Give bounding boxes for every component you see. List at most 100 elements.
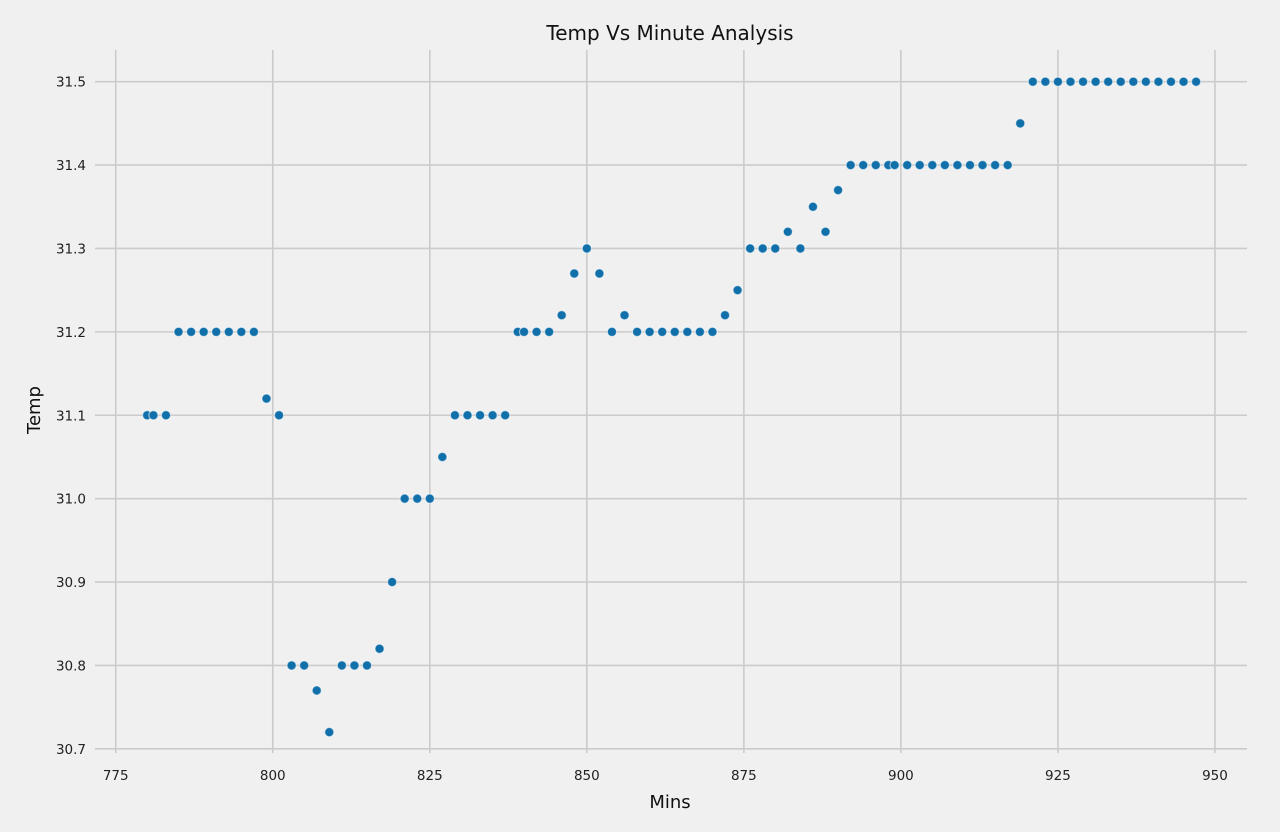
data-point: [298, 660, 310, 671]
data-point: [148, 410, 159, 421]
chart-title: Temp Vs Minute Analysis: [545, 21, 793, 45]
data-point: [870, 159, 881, 171]
x-tick-label: 825: [417, 768, 443, 784]
data-point: [732, 284, 743, 296]
y-tick-label: 31.3: [56, 241, 86, 257]
data-point: [1040, 76, 1051, 87]
data-point: [386, 576, 398, 588]
data-point: [858, 159, 869, 171]
data-point: [1128, 76, 1139, 87]
data-point: [782, 226, 794, 237]
data-point: [211, 326, 222, 338]
data-point: [261, 393, 272, 404]
data-point: [543, 326, 555, 338]
data-point: [669, 326, 680, 338]
data-point: [399, 493, 410, 504]
data-point: [1165, 76, 1177, 87]
data-point: [160, 410, 172, 421]
data-point: [719, 309, 731, 321]
data-point: [462, 410, 473, 421]
y-tick-label: 30.7: [56, 742, 86, 758]
data-point: [707, 326, 718, 338]
data-point: [185, 326, 197, 338]
data-point: [657, 326, 668, 338]
data-point: [349, 660, 360, 671]
y-tick-label: 31.1: [56, 408, 86, 424]
data-point: [694, 326, 706, 338]
y-tick-label: 30.9: [56, 575, 86, 591]
data-point: [531, 326, 542, 338]
data-point: [1190, 76, 1202, 87]
data-point: [324, 726, 335, 738]
data-point: [412, 493, 423, 504]
data-point: [286, 660, 297, 671]
data-point: [927, 159, 938, 171]
data-point: [556, 309, 567, 321]
data-point: [914, 159, 925, 171]
data-point: [594, 268, 605, 279]
data-point: [1027, 76, 1039, 87]
x-tick-label: 800: [260, 768, 286, 784]
y-axis-ticks: 30.7 30.8 30.9 31.0 31.1 31.2 31.3 31.4 31.5: [56, 75, 86, 758]
data-point: [1115, 76, 1126, 87]
y-axis-label: Temp: [24, 386, 45, 435]
data-point: [952, 159, 963, 171]
data-point: [236, 326, 247, 338]
data-point: [1140, 76, 1152, 87]
data-point: [744, 243, 756, 254]
y-tick-label: 31.2: [56, 325, 86, 341]
data-point: [807, 201, 819, 212]
data-point: [374, 643, 385, 654]
x-axis-label: Mins: [649, 792, 690, 813]
data-point: [311, 685, 322, 696]
data-point: [173, 326, 184, 338]
data-point: [820, 226, 831, 237]
data-point: [424, 493, 435, 504]
data-point: [619, 309, 630, 321]
x-axis-ticks: 775 800 825 850 875 900 925 950: [103, 768, 1228, 784]
x-tick-label: 775: [103, 768, 129, 784]
data-point: [1065, 76, 1076, 87]
data-point: [832, 184, 844, 196]
data-point: [1153, 76, 1164, 87]
data-point: [889, 159, 900, 171]
data-point: [1052, 76, 1064, 87]
data-point: [223, 326, 234, 338]
data-point: [474, 410, 486, 421]
data-point: [606, 326, 618, 338]
data-point: [198, 326, 209, 338]
data-point: [487, 410, 498, 421]
data-point: [845, 159, 856, 171]
data-point: [437, 451, 448, 463]
data-point: [977, 159, 988, 171]
data-point: [1090, 76, 1101, 87]
data-point: [644, 326, 655, 338]
y-tick-label: 31.4: [56, 158, 86, 174]
data-point: [248, 326, 260, 338]
data-point: [901, 159, 913, 171]
data-point: [336, 660, 348, 671]
data-point: [1077, 76, 1089, 87]
data-point: [631, 326, 643, 338]
x-tick-label: 950: [1202, 768, 1228, 784]
data-points: [141, 76, 1202, 738]
data-point: [989, 159, 1001, 171]
data-point: [518, 326, 530, 338]
data-point: [569, 268, 580, 279]
data-point: [361, 660, 373, 671]
data-point: [1015, 118, 1026, 129]
data-point: [682, 326, 693, 338]
data-point: [964, 159, 976, 171]
x-tick-label: 925: [1045, 768, 1071, 784]
y-tick-label: 31.0: [56, 492, 86, 508]
data-point: [1102, 76, 1114, 87]
x-tick-label: 850: [574, 768, 600, 784]
data-point: [939, 159, 951, 171]
data-point: [1002, 159, 1013, 171]
data-point: [770, 243, 781, 254]
y-tick-label: 31.5: [56, 75, 86, 91]
data-point: [795, 243, 806, 254]
x-tick-label: 875: [731, 768, 757, 784]
